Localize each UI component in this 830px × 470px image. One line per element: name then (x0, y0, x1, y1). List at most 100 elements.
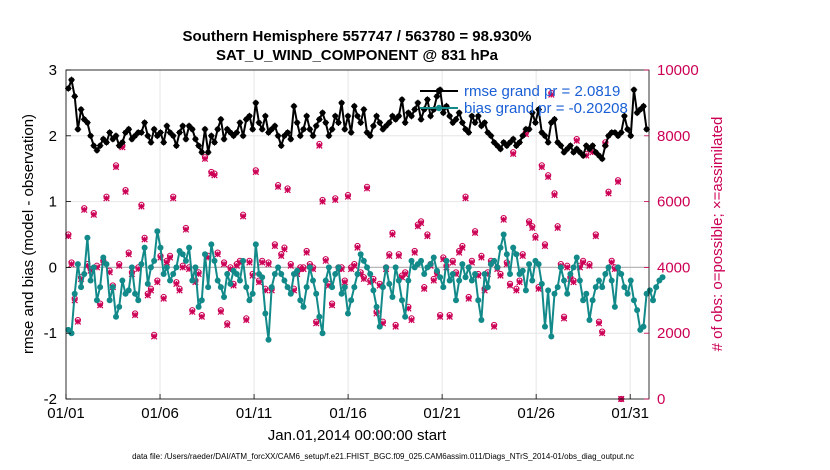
bias-point (481, 270, 488, 277)
rmse-point-star (185, 122, 193, 130)
rmse-point-star (579, 152, 587, 159)
bias-point (567, 270, 574, 277)
bias-point (379, 284, 386, 291)
assimilated-obs-marker (424, 232, 431, 240)
rmse-point-star (316, 116, 323, 123)
rmse-point-star (90, 142, 98, 149)
assimilated-obs-marker (122, 188, 129, 195)
rmse-point-star (208, 132, 215, 140)
rmse-point-star (503, 142, 511, 149)
assimilated-obs-marker (411, 249, 418, 256)
rmse-point-star (595, 152, 603, 159)
assimilated-obs-marker (573, 137, 580, 144)
assimilated-obs-marker (141, 236, 148, 243)
rmse-point-star (80, 116, 88, 123)
assimilated-obs-marker (74, 318, 82, 325)
bias-point (456, 277, 463, 284)
rmse-point-star (573, 145, 581, 153)
assimilated-obs-marker (211, 172, 218, 179)
assimilated-obs-marker (595, 320, 603, 327)
assimilated-obs-marker (220, 260, 228, 268)
bias-point (583, 290, 590, 297)
assimilated-obs-marker (198, 313, 206, 320)
x-tick-label: 01/01 (47, 405, 85, 422)
bias-point (370, 287, 377, 294)
rmse-point-star (188, 125, 196, 133)
bias-point (160, 270, 167, 277)
assimilated-obs-marker (185, 265, 193, 273)
rmse-point-star (109, 135, 117, 143)
x-tick-label: 01/21 (423, 405, 461, 422)
y-left-tick-label: -2 (44, 391, 57, 408)
bias-point (557, 264, 564, 271)
rmse-point-star (554, 139, 561, 146)
assimilated-obs-marker (563, 264, 571, 271)
bias-point (294, 267, 301, 274)
bias-point (144, 280, 151, 287)
bias-point (208, 241, 215, 248)
assimilated-obs-marker (319, 198, 326, 205)
bias-point (284, 284, 291, 291)
rmse-point-star (150, 125, 158, 133)
assimilated-obs-marker (538, 163, 546, 171)
bias-point (462, 274, 469, 281)
bias-point (135, 297, 142, 304)
assimilated-obs-marker (119, 144, 126, 151)
rmse-point-star (223, 125, 231, 133)
assimilated-obs-marker (201, 155, 209, 163)
bias-point (646, 287, 653, 294)
assimilated-obs-marker (154, 278, 161, 286)
rmse-point-star (424, 96, 431, 103)
bias-point (551, 290, 558, 297)
x-axis-label: Jan.01,2014 00:00:00 start (268, 427, 447, 444)
bias-point (271, 270, 278, 277)
bias-point (570, 264, 577, 271)
bias-point (354, 270, 361, 277)
bias-point (198, 297, 205, 304)
bias-point (147, 264, 154, 271)
x-axis-ticks: 01/01 01/06 01/11 01/16 01/21 01/26 01/31 (47, 394, 649, 422)
assimilated-obs-marker (516, 278, 523, 286)
assimilated-obs-marker (278, 252, 285, 260)
assimilated-obs-marker (195, 270, 202, 278)
rmse-point-star (192, 135, 199, 143)
rmse-point-star (119, 139, 126, 146)
assimilated-obs-marker (497, 272, 504, 279)
assimilated-obs-marker (150, 333, 158, 340)
bias-point (275, 264, 282, 271)
data-file-footnote: data file: /Users/raeder/DAI/ATM_forcXX/… (132, 452, 634, 461)
bias-point (459, 261, 466, 268)
assimilated-obs-marker (484, 270, 492, 278)
rmse-point-star (582, 142, 590, 149)
rmse-point-star (376, 119, 384, 126)
rmse-point-star (525, 125, 533, 133)
bias-point (233, 270, 240, 277)
rmse-point-star (173, 142, 180, 149)
assimilated-obs-marker (373, 310, 380, 317)
rmse-point-star (144, 132, 152, 140)
bias-point (383, 264, 390, 271)
bias-point (376, 323, 383, 330)
rmse-point-star (471, 119, 479, 126)
assimilated-obs-marker (449, 259, 457, 266)
rmse-point-star (532, 119, 539, 126)
assimilated-obs-marker (490, 323, 498, 330)
rmse-point-star (417, 116, 425, 123)
assimilated-obs-marker (551, 191, 558, 199)
bias-point (344, 310, 351, 317)
rmse-point-star (287, 135, 295, 143)
rmse-point-star (614, 132, 622, 140)
bias-point (205, 284, 212, 291)
rmse-point-star (363, 129, 371, 136)
rmse-point-star (214, 125, 221, 133)
bias-point (589, 297, 596, 304)
rmse-point-star (284, 129, 291, 136)
rmse-point-star (239, 132, 247, 140)
assimilated-obs-marker (455, 249, 463, 256)
bias-point (170, 270, 177, 277)
bias-point (300, 303, 307, 310)
x-tick-label: 01/31 (611, 405, 649, 422)
assimilated-obs-marker (303, 249, 310, 256)
rmse-point-star (160, 139, 167, 146)
bias-point (389, 294, 396, 301)
